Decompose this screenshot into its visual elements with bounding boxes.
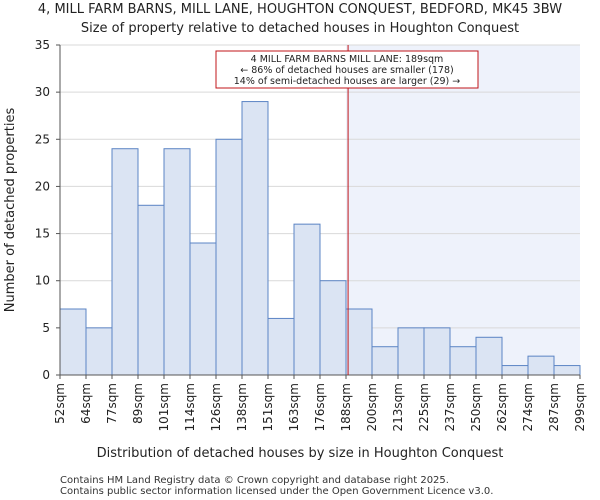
x-tick-label: 237sqm (443, 383, 457, 431)
x-tick-label: 250sqm (469, 383, 483, 431)
chart-subtitle: Size of property relative to detached ho… (81, 21, 519, 36)
y-tick-label: 25 (35, 132, 50, 146)
annotation-line-3: 14% of semi-detached houses are larger (… (234, 76, 461, 87)
bar (553, 365, 581, 376)
bar (163, 148, 191, 376)
bar (475, 336, 503, 376)
x-tick-label: 89sqm (131, 383, 145, 424)
y-tick-label: 30 (35, 85, 50, 99)
x-tick-label: 274sqm (521, 383, 535, 431)
bar (345, 308, 373, 376)
x-tick-label: 200sqm (365, 383, 379, 431)
bar (397, 327, 425, 376)
footer-line-1: Contains HM Land Registry data © Crown c… (60, 475, 449, 486)
bar (371, 346, 399, 376)
x-tick-label: 299sqm (573, 383, 587, 431)
bar (527, 355, 555, 376)
x-tick-label: 287sqm (547, 383, 561, 431)
bar (319, 280, 347, 376)
x-tick-label: 77sqm (105, 383, 119, 424)
x-tick-label: 138sqm (235, 383, 249, 431)
bar (267, 317, 295, 376)
bar (449, 346, 477, 376)
annotation-box (215, 50, 479, 89)
x-tick-label: 163sqm (287, 383, 301, 431)
annotation-line-2: ← 86% of detached houses are smaller (17… (240, 65, 453, 76)
bar (59, 308, 87, 376)
bar (293, 223, 321, 376)
bar (423, 327, 451, 376)
x-tick-label: 126sqm (209, 383, 223, 431)
bar (137, 204, 165, 376)
y-tick-label: 35 (35, 38, 50, 52)
x-tick-label: 64sqm (79, 383, 93, 424)
x-tick-label: 101sqm (157, 383, 171, 431)
bar (501, 365, 529, 376)
x-tick-label: 114sqm (183, 383, 197, 431)
x-tick-label: 176sqm (313, 383, 327, 431)
x-tick-label: 188sqm (339, 383, 353, 431)
bar (215, 138, 243, 376)
annotation-line-1: 4 MILL FARM BARNS MILL LANE: 189sqm (251, 54, 444, 65)
x-tick-label: 213sqm (391, 383, 405, 431)
highlight-region (346, 45, 580, 375)
bar (241, 101, 269, 376)
plot-area: 0 5 10 15 20 25 30 35 52sqm 64sqm 77sqm 89sqm 101sqm… (35, 38, 587, 431)
y-axis-label: Number of detached properties (3, 108, 18, 313)
footer-line-2: Contains public sector information licen… (60, 486, 493, 497)
y-tick-label: 0 (42, 368, 50, 382)
chart-title: 4, MILL FARM BARNS, MILL LANE, HOUGHTON … (38, 2, 562, 17)
x-tick-label: 262sqm (495, 383, 509, 431)
bar (111, 148, 139, 376)
y-tick-label: 5 (42, 321, 50, 335)
x-tick-label: 52sqm (53, 383, 67, 424)
y-tick-label: 10 (35, 274, 50, 288)
x-axis-label: Distribution of detached houses by size … (97, 446, 504, 461)
bar (85, 327, 113, 376)
x-tick-label: 151sqm (261, 383, 275, 431)
y-tick-label: 15 (35, 227, 50, 241)
x-tick-label: 225sqm (417, 383, 431, 431)
y-tick-label: 20 (35, 179, 50, 193)
bar (189, 242, 217, 376)
